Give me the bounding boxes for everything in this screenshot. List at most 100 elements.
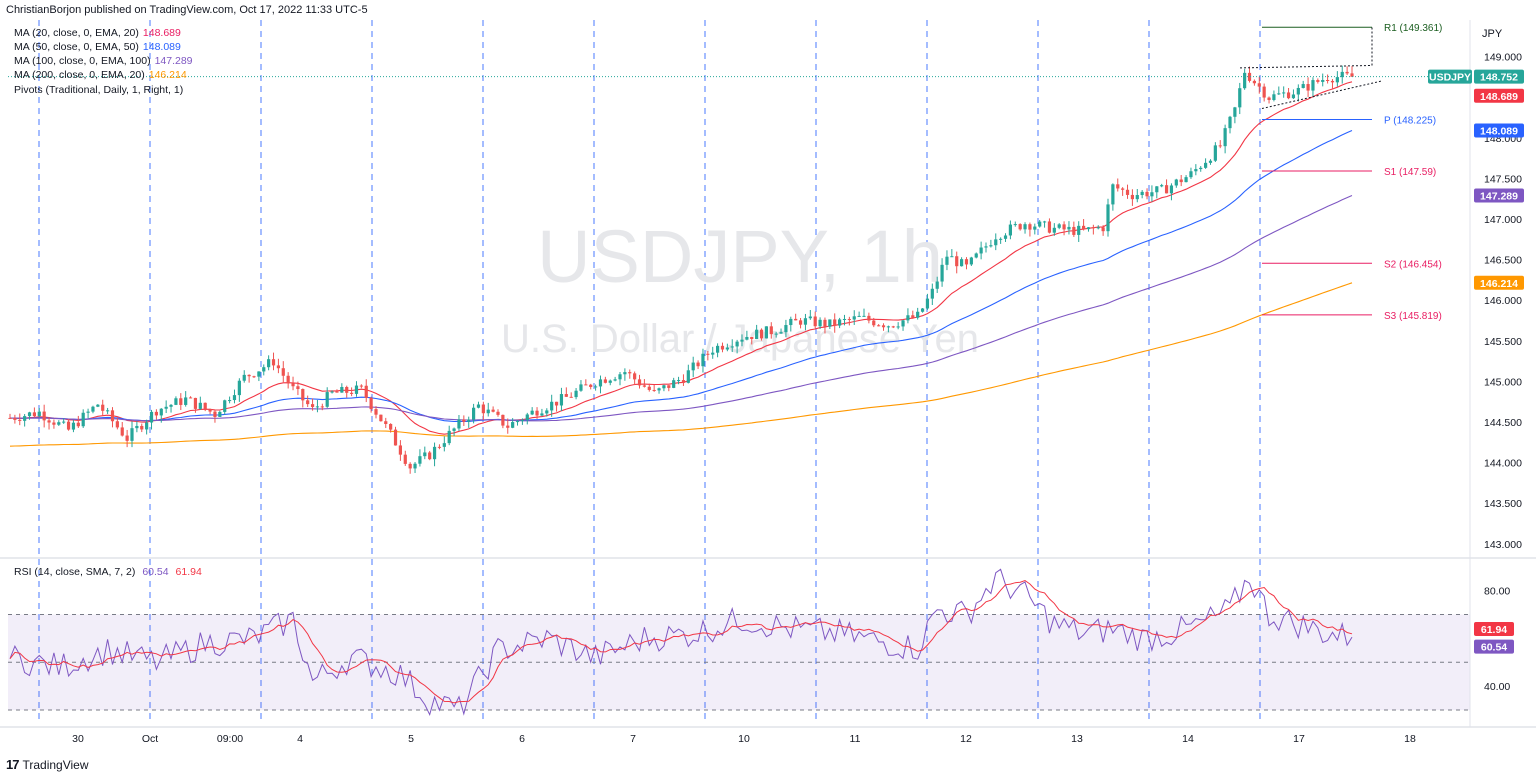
candle-body bbox=[603, 379, 607, 383]
candle-body bbox=[501, 414, 505, 426]
candle-body bbox=[716, 345, 720, 353]
legend-value: 147.289 bbox=[154, 55, 193, 67]
candle-body bbox=[62, 421, 66, 423]
rsi-sma-legend-value: 61.94 bbox=[175, 566, 202, 578]
candle-body bbox=[228, 400, 232, 402]
price-labels: USDJPY 148.752 148.689 148.089 147.289 146.21… bbox=[1428, 69, 1524, 290]
candle-body bbox=[535, 410, 539, 416]
candle-body bbox=[398, 445, 402, 455]
price-tick-label: 143.000 bbox=[1484, 539, 1522, 551]
candle-body bbox=[950, 256, 954, 258]
candle-body bbox=[310, 404, 315, 407]
candle-body bbox=[257, 371, 261, 377]
candle-body bbox=[525, 414, 529, 421]
candle-body bbox=[320, 406, 324, 408]
candle-body bbox=[1311, 80, 1315, 91]
legend-label: MA (20, close, 0, EMA, 20) bbox=[14, 27, 139, 39]
candle-body bbox=[1135, 195, 1139, 200]
legend-label: Pivots (Traditional, Daily, 1, Right, 1) bbox=[14, 84, 184, 96]
candle-body bbox=[140, 425, 144, 430]
price-tick-label: 143.500 bbox=[1484, 498, 1522, 510]
candle-body bbox=[476, 404, 481, 408]
candle-body bbox=[857, 315, 861, 317]
rsi-line bbox=[9, 568, 1353, 717]
candle-body bbox=[1160, 185, 1164, 187]
candle-body bbox=[296, 386, 300, 390]
candle-body bbox=[999, 238, 1003, 240]
candle-body bbox=[964, 259, 969, 265]
footer-brand[interactable]: 17 TradingView bbox=[6, 757, 89, 772]
currency-label: JPY bbox=[1482, 28, 1503, 40]
candle-body bbox=[984, 246, 988, 248]
candle-body bbox=[1223, 128, 1227, 147]
candle-body bbox=[403, 454, 407, 464]
watermark-subtitle: U.S. Dollar / Japanese Yen bbox=[501, 317, 979, 361]
pivot-label: P (148.225) bbox=[1384, 115, 1436, 126]
candle-body bbox=[901, 320, 905, 327]
candle-body bbox=[769, 326, 773, 335]
candle-body bbox=[764, 326, 768, 339]
candle-body bbox=[1111, 184, 1115, 205]
candle-body bbox=[291, 383, 295, 387]
candle-body bbox=[979, 247, 983, 254]
rsi-tag-box bbox=[1474, 639, 1514, 654]
candle-body bbox=[940, 264, 944, 282]
legend-ma20[interactable]: MA (20, close, 0, EMA, 20) 148.689 bbox=[14, 27, 181, 39]
candle-body bbox=[1086, 227, 1091, 230]
candle-body bbox=[364, 385, 368, 398]
legend-ma50[interactable]: MA (50, close, 0, EMA, 50) 148.089 bbox=[14, 41, 181, 53]
candle-body bbox=[389, 423, 393, 430]
candle-body bbox=[1145, 191, 1149, 197]
candle-body bbox=[594, 386, 598, 388]
candle-body bbox=[1272, 94, 1276, 100]
candle-body bbox=[842, 318, 847, 320]
candle-body bbox=[1096, 227, 1100, 229]
candle-body bbox=[774, 333, 778, 335]
candle-body bbox=[1140, 191, 1144, 196]
candle-body bbox=[42, 411, 46, 421]
candle-body bbox=[423, 452, 427, 457]
candle-body bbox=[359, 385, 363, 387]
candle-body bbox=[554, 401, 559, 406]
candle-body bbox=[633, 373, 637, 380]
candle-body bbox=[550, 401, 554, 411]
candle-body bbox=[1296, 87, 1300, 95]
candle-body bbox=[76, 422, 80, 427]
candle-body bbox=[1316, 80, 1320, 82]
time-tick-label: 30 bbox=[72, 733, 84, 745]
candle-body bbox=[1306, 84, 1310, 91]
price-tag-box bbox=[1428, 69, 1472, 84]
time-tick-label: 4 bbox=[297, 733, 303, 745]
candle-body bbox=[1286, 92, 1291, 99]
time-axis: 30 Oct 09:00 4 5 6 7 10 11 12 13 14 17 18 bbox=[0, 20, 1536, 745]
candle-body bbox=[891, 326, 895, 328]
legend-ma200[interactable]: MA (200, close, 0, EMA, 20) 146.214 bbox=[14, 69, 187, 81]
candle-body bbox=[350, 392, 354, 394]
legend-value: 146.214 bbox=[148, 69, 187, 81]
candle-body bbox=[413, 463, 417, 469]
candle-body bbox=[1291, 94, 1296, 99]
candle-body bbox=[847, 318, 851, 320]
price-tick-label: 147.000 bbox=[1484, 214, 1522, 226]
candle-body bbox=[735, 341, 739, 347]
candle-body bbox=[579, 384, 583, 391]
candle-body bbox=[867, 315, 871, 321]
candle-body bbox=[481, 404, 485, 414]
candle-body bbox=[203, 402, 207, 410]
candle-body bbox=[1194, 169, 1198, 172]
rsi-legend[interactable]: RSI (14, close, SMA, 7, 2) 60.54 61.94 bbox=[14, 566, 202, 578]
legend-ma100[interactable]: MA (100, close, 0, EMA, 100) 147.289 bbox=[14, 55, 193, 67]
price-tick-label: 145.500 bbox=[1484, 336, 1522, 348]
candle-body bbox=[1125, 189, 1130, 195]
candle-body bbox=[27, 412, 32, 417]
pattern-lower-line bbox=[1261, 80, 1383, 110]
ma-line bbox=[9, 282, 1353, 447]
legend-value: 148.089 bbox=[142, 41, 181, 53]
candle-body bbox=[960, 259, 964, 267]
candle-body bbox=[1130, 194, 1134, 200]
time-tick-label: 09:00 bbox=[217, 733, 243, 745]
legend-pivots[interactable]: Pivots (Traditional, Daily, 1, Right, 1) bbox=[14, 84, 183, 96]
candle-body bbox=[1042, 221, 1047, 223]
rsi-pane: 80.00 40.00 61.94 60.54 bbox=[0, 557, 1536, 717]
